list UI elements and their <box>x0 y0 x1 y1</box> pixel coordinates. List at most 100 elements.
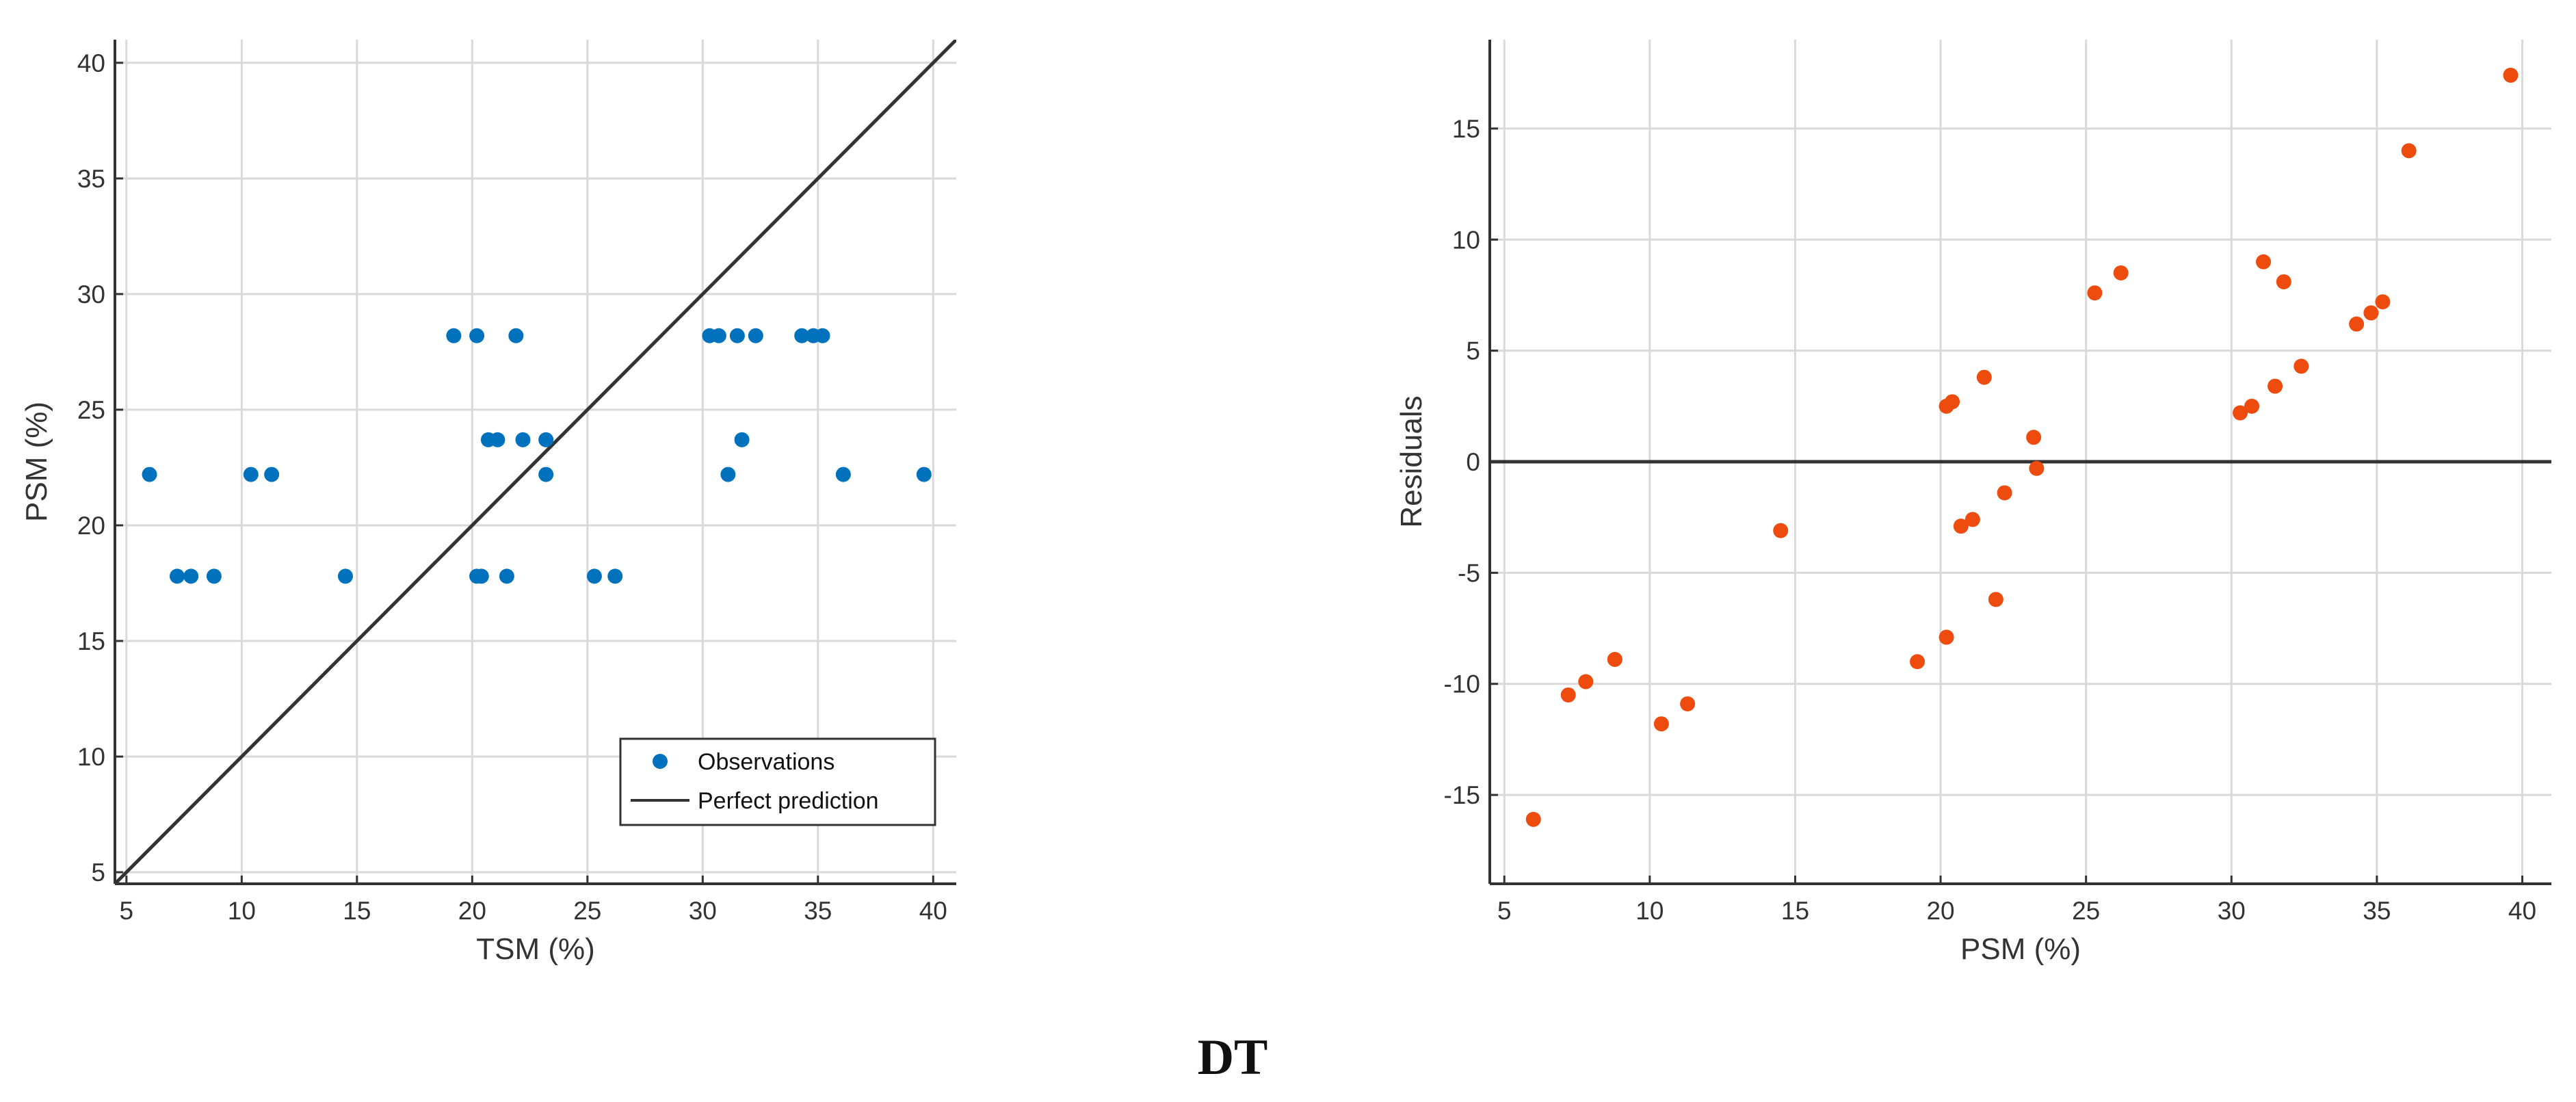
data-point <box>337 568 353 584</box>
data-point <box>607 568 623 584</box>
data-point <box>2363 305 2379 321</box>
data-point <box>1997 485 2012 501</box>
y-axis-label: PSM (%) <box>20 402 53 522</box>
y-tick-label: -15 <box>1444 781 1480 809</box>
chart-residuals: 5 10 15 20 25 30 35 40 -15 -10 -5 0 5 10 15 PSM (%) Resi… <box>1395 40 2551 966</box>
x-axis-label: TSM (%) <box>476 932 595 966</box>
y-tick-label: 15 <box>77 627 105 655</box>
y-tick-label: 20 <box>77 512 105 540</box>
data-point <box>499 568 514 584</box>
legend-observations-marker <box>653 754 668 769</box>
data-point <box>2026 430 2042 445</box>
x-axis-label: PSM (%) <box>1960 932 2081 966</box>
data-point <box>1964 512 1980 527</box>
data-point <box>473 568 489 584</box>
data-point <box>711 328 726 343</box>
y-tick-label: 30 <box>77 280 105 309</box>
data-point <box>586 568 602 584</box>
x-tick-label: 5 <box>1497 897 1512 925</box>
data-point <box>183 568 199 584</box>
data-point <box>1773 523 1789 538</box>
figure-caption: DT <box>1198 1029 1268 1086</box>
x-tick-label: 10 <box>228 897 256 925</box>
data-point <box>538 432 554 447</box>
data-point <box>835 467 851 482</box>
y-tick-label: 15 <box>1452 115 1480 143</box>
data-point <box>264 467 280 482</box>
y-tick-label: -10 <box>1444 670 1480 698</box>
data-point <box>734 432 750 447</box>
x-tick-label: 20 <box>458 897 486 925</box>
data-point <box>538 467 554 482</box>
data-point <box>2113 265 2129 280</box>
data-point <box>1945 394 1960 410</box>
data-point <box>142 467 157 482</box>
data-point <box>446 328 462 343</box>
x-tick-label: 10 <box>1635 897 1664 925</box>
data-point <box>729 328 745 343</box>
legend-observations-label: Observations <box>698 749 834 775</box>
x-tick-label: 20 <box>1926 897 1954 925</box>
y-tick-label: 35 <box>77 165 105 193</box>
x-tick-label: 40 <box>2508 897 2536 925</box>
data-point <box>916 467 932 482</box>
y-axis-label: Residuals <box>1395 395 1428 527</box>
data-point <box>1578 674 1594 690</box>
y-tick-label: 10 <box>1452 226 1480 254</box>
data-point <box>2276 274 2291 289</box>
data-point <box>794 328 810 343</box>
data-point <box>490 432 505 447</box>
data-point <box>2503 67 2519 83</box>
data-point <box>2375 294 2391 310</box>
data-point <box>2233 405 2248 421</box>
legend: Observations Perfect prediction <box>619 737 936 826</box>
data-point <box>508 328 524 343</box>
perfect-prediction-line <box>115 40 956 884</box>
x-tick-label: 35 <box>2363 897 2391 925</box>
data-point <box>1938 629 1954 645</box>
legend-box <box>619 737 936 826</box>
data-point <box>2294 358 2309 374</box>
data-point <box>2256 254 2272 270</box>
data-point <box>1653 716 1669 732</box>
data-point <box>206 568 222 584</box>
data-point <box>243 467 259 482</box>
x-tick-label: 30 <box>689 897 717 925</box>
x-tick-label: 40 <box>919 897 947 925</box>
y-tick-label: 10 <box>77 743 105 771</box>
chart-tsm-vs-psm: 5 10 15 20 25 30 35 40 5 10 15 20 25 30 35 40 TSM (%) PSM… <box>20 40 956 966</box>
y-tick-label: 40 <box>77 49 105 77</box>
data-point <box>815 328 830 343</box>
x-tick-label: 25 <box>573 897 601 925</box>
data-point <box>1525 811 1541 827</box>
y-tick-label: 5 <box>91 858 105 887</box>
data-point <box>515 432 531 447</box>
y-tick-label: -5 <box>1458 559 1480 587</box>
x-tick-label: 35 <box>804 897 832 925</box>
y-tick-label: 0 <box>1466 448 1480 476</box>
data-point <box>2349 316 2365 332</box>
data-point <box>1910 654 1926 670</box>
y-tick-label: 5 <box>1466 337 1480 365</box>
data-point <box>720 467 736 482</box>
data-point <box>169 568 185 584</box>
x-tick-label: 15 <box>343 897 371 925</box>
legend-perfect-prediction-label: Perfect prediction <box>698 788 879 814</box>
x-tick-label: 15 <box>1781 897 1809 925</box>
data-point <box>2401 143 2417 159</box>
data-point <box>1680 696 1696 711</box>
data-point <box>1953 519 1969 534</box>
data-point <box>1988 592 2003 607</box>
data-point <box>2087 285 2103 301</box>
y-tick-label: 25 <box>77 396 105 424</box>
data-point <box>469 328 485 343</box>
data-point <box>2268 378 2283 394</box>
data-point <box>2029 460 2045 476</box>
x-tick-label: 25 <box>2072 897 2100 925</box>
data-point <box>1607 652 1622 668</box>
data-point <box>2244 398 2260 414</box>
x-tick-label: 5 <box>120 897 134 925</box>
data-point <box>748 328 763 343</box>
data-point <box>1560 687 1576 703</box>
